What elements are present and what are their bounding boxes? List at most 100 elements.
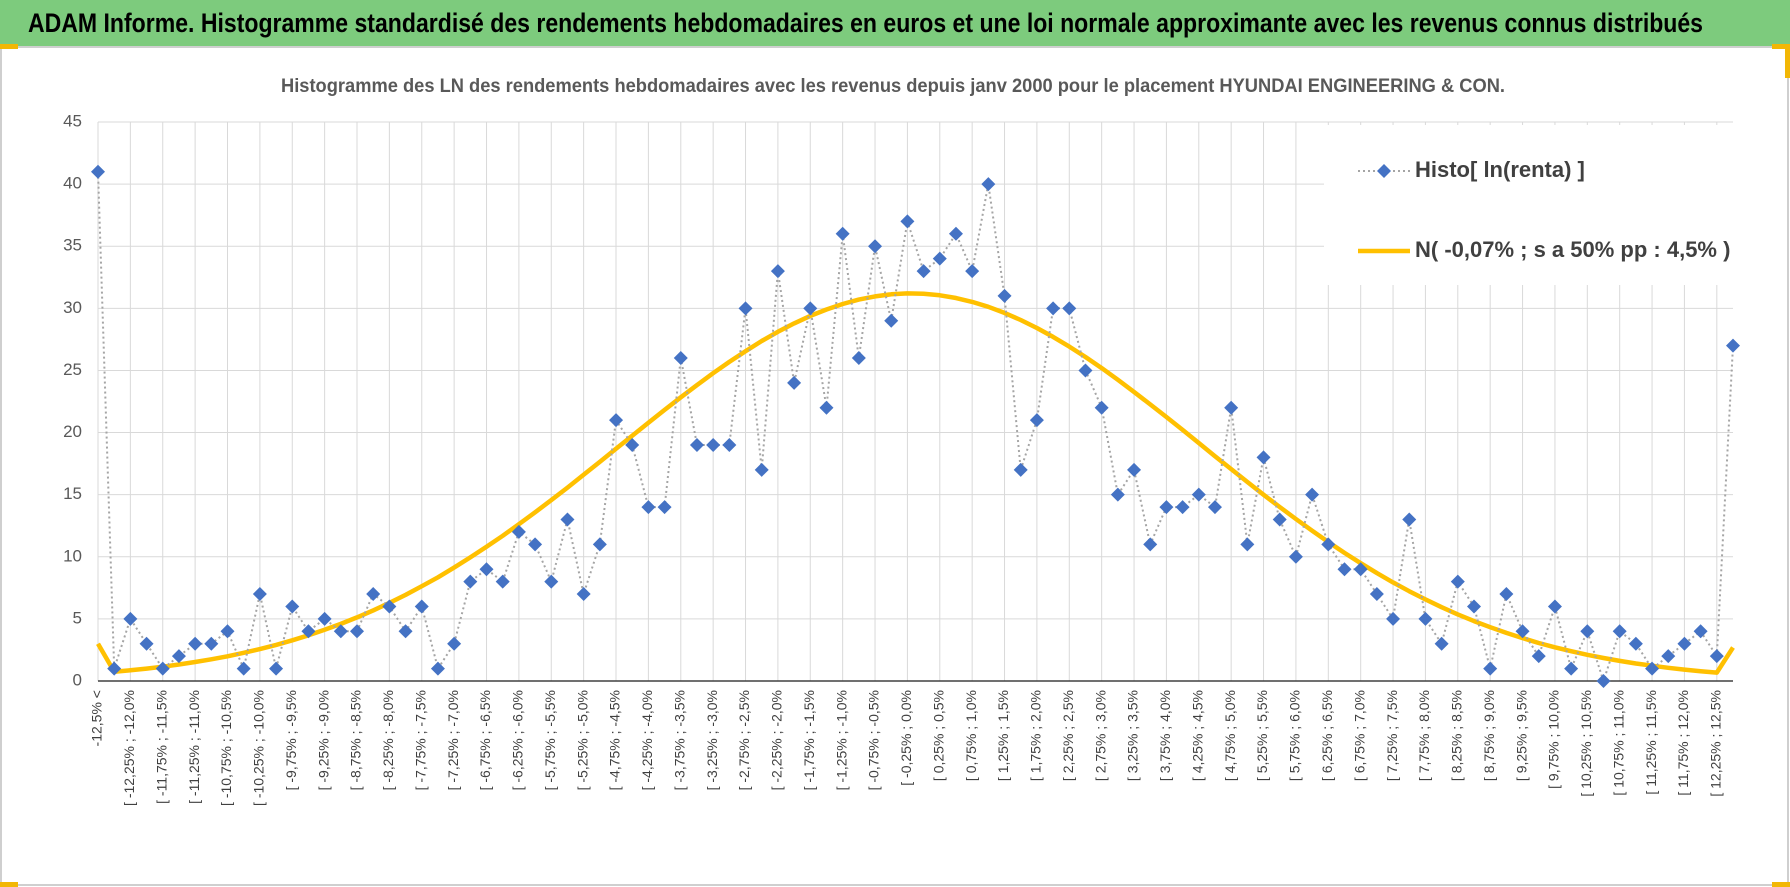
x-tick-label: [ -1,75% ; -1,5% <box>801 690 817 790</box>
histo-marker <box>997 288 1012 303</box>
histo-marker <box>366 587 381 602</box>
histo-marker <box>1466 599 1481 614</box>
histo-marker <box>770 264 785 279</box>
histo-marker <box>689 437 704 452</box>
histo-marker <box>592 537 607 552</box>
header-title: ADAM Informe. Histogramme standardisé de… <box>28 8 1703 38</box>
histo-marker <box>625 437 640 452</box>
normal-curve <box>96 291 1735 675</box>
x-tick-label: [ -7,25% ; -7,0% <box>445 690 461 790</box>
x-tick-label: [ 1,75% ; 2,0% <box>1028 690 1044 781</box>
histo-marker <box>560 512 575 527</box>
x-tick-label: [ -9,25% ; -9,0% <box>315 690 331 790</box>
histo-marker <box>1612 624 1627 639</box>
corner-accent <box>0 44 18 49</box>
histo-marker <box>155 661 170 676</box>
y-tick-label: 20 <box>63 422 82 441</box>
histo-marker <box>430 661 445 676</box>
histo-marker <box>1628 636 1643 651</box>
histo-marker <box>382 599 397 614</box>
x-tick-label: [ 6,75% ; 7,0% <box>1351 690 1367 781</box>
histo-marker <box>673 351 688 366</box>
histo-marker <box>188 636 203 651</box>
legend-label: N( -0,07% ; s a 50% pp : 4,5% ) <box>1415 237 1730 262</box>
corner-accent <box>1772 44 1790 49</box>
x-tick-label: [ -2,75% ; -2,5% <box>736 690 752 790</box>
corner-accent <box>1785 44 1790 78</box>
y-tick-label: 15 <box>63 484 82 503</box>
histo-marker <box>1062 301 1077 316</box>
histo-marker <box>1256 450 1271 465</box>
histo-marker <box>317 611 332 626</box>
histo-marker <box>1046 301 1061 316</box>
histo-marker <box>706 437 721 452</box>
chart-title: Histogramme des LN des rendements hebdom… <box>281 76 1505 97</box>
y-tick-label: 5 <box>73 608 82 627</box>
histo-marker <box>1224 400 1239 415</box>
histo-marker <box>868 239 883 254</box>
histo-marker <box>738 301 753 316</box>
x-tick-label: [ -6,25% ; -6,0% <box>510 690 526 790</box>
x-tick-label: [ 9,25% ; 9,5% <box>1513 690 1529 781</box>
histo-marker <box>171 649 186 664</box>
x-tick-label: [ 8,75% ; 9,0% <box>1481 690 1497 781</box>
histo-marker <box>1709 649 1724 664</box>
x-tick-label: [ -4,75% ; -4,5% <box>607 690 623 790</box>
x-tick-label: [ -1,25% ; -1,0% <box>833 690 849 790</box>
y-tick-label: 0 <box>73 670 82 689</box>
histo-marker <box>463 574 478 589</box>
histo-marker <box>1726 338 1740 353</box>
histo-marker <box>1677 636 1692 651</box>
histo-marker <box>1337 562 1352 577</box>
histo-marker <box>1434 636 1449 651</box>
histo-marker <box>350 624 365 639</box>
x-tick-label: [ 5,75% ; 6,0% <box>1287 690 1303 781</box>
histo-marker <box>851 351 866 366</box>
histo-marker <box>1078 363 1093 378</box>
x-tick-label: [ 3,75% ; 4,0% <box>1157 690 1173 781</box>
x-tick-label: [ 7,25% ; 7,5% <box>1384 690 1400 781</box>
histo-marker <box>91 164 105 179</box>
x-tick-label: [ -5,25% ; -5,0% <box>574 690 590 790</box>
histo-marker <box>1564 661 1579 676</box>
x-tick-label: -12,5% < <box>89 690 105 746</box>
histo-marker <box>1531 649 1546 664</box>
legend: Histo[ ln(renta) ] N( -0,07% ; s a 50% pp… <box>1324 125 1746 285</box>
x-tick-label: [ 9,75% ; 10,0% <box>1546 690 1562 789</box>
histo-marker <box>1029 413 1044 428</box>
x-tick-label: [ -0,75% ; -0,5% <box>866 690 882 790</box>
histo-marker <box>900 214 915 229</box>
histo-marker <box>1499 587 1514 602</box>
histo-marker <box>1207 500 1222 515</box>
y-tick-label: 25 <box>63 360 82 379</box>
histo-marker <box>139 636 154 651</box>
histo-marker <box>1305 487 1320 502</box>
histo-marker <box>1693 624 1708 639</box>
histo-marker <box>1127 462 1142 477</box>
histo-marker <box>1321 537 1336 552</box>
histo-marker <box>447 636 462 651</box>
x-tick-label: [ -10,75% ; -10,5% <box>218 690 234 806</box>
histo-marker <box>285 599 300 614</box>
histo-marker <box>916 264 931 279</box>
corner-accent <box>0 882 18 887</box>
y-tick-label: 10 <box>63 546 82 565</box>
histo-marker <box>965 264 980 279</box>
histo-marker <box>1450 574 1465 589</box>
histo-marker <box>1547 599 1562 614</box>
x-tick-label: [ -10,25% ; -10,0% <box>251 690 267 806</box>
histo-marker <box>528 537 543 552</box>
histo-marker <box>1353 562 1368 577</box>
histo-marker <box>220 624 235 639</box>
y-tick-label: 35 <box>63 236 82 255</box>
x-tick-label: [ 8,25% ; 8,5% <box>1449 690 1465 781</box>
plot-area: 0 5 10 15 20 25 30 35 40 45 -12,5% < [ -12,25% ; -1… <box>63 111 1746 806</box>
histo-marker <box>1515 624 1530 639</box>
histo-marker <box>511 524 526 539</box>
legend-swatch <box>1377 164 1391 178</box>
legend-box <box>1324 125 1746 285</box>
x-tick-label: [ 1,25% ; 1,5% <box>995 690 1011 781</box>
histo-marker <box>1386 611 1401 626</box>
x-tick-label: [ -7,75% ; -7,5% <box>412 690 428 790</box>
